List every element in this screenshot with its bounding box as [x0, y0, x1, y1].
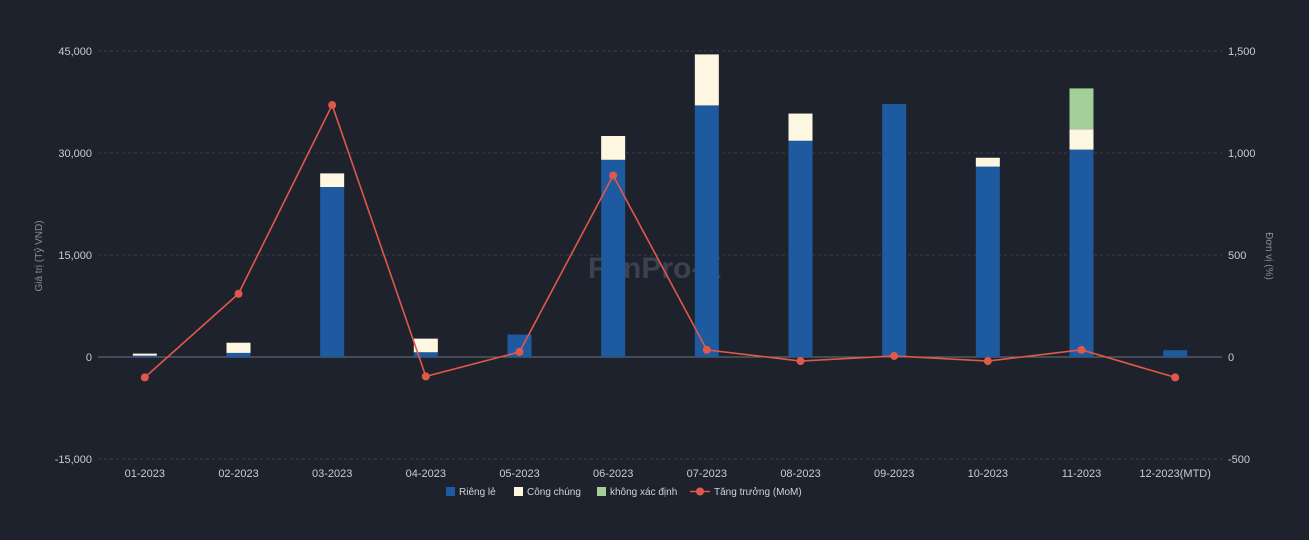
growth-point[interactable] [234, 289, 243, 298]
legend-label: Tăng trưởng (MoM) [714, 486, 802, 498]
bar-segment[interactable] [694, 54, 719, 106]
growth-line [140, 101, 1180, 382]
x-tick-label: 10-2023 [968, 468, 1008, 480]
legend-label: Công chúng [527, 487, 581, 498]
growth-point[interactable] [609, 171, 618, 180]
bar-segment[interactable] [1069, 88, 1094, 130]
bar-segment[interactable] [132, 355, 157, 357]
axes: -15,000 0 15,000 30,000 45,000 -500 0 500 1,000 1… [55, 46, 1256, 480]
growth-point[interactable] [890, 351, 899, 360]
x-tick-label: 01-2023 [125, 468, 165, 480]
bar-segment[interactable] [788, 113, 813, 141]
bar-segment[interactable] [320, 173, 345, 187]
y2-tick-label: 1,000 [1228, 148, 1256, 160]
y-tick-label: 45,000 [58, 46, 92, 58]
bar-segment[interactable] [975, 166, 1000, 357]
growth-point[interactable] [328, 101, 337, 110]
y-tick-label: 15,000 [58, 250, 92, 262]
bar-segment[interactable] [1069, 149, 1094, 357]
legend-marker [696, 487, 704, 496]
y-tick-label: -15,000 [55, 454, 92, 466]
bar-segment[interactable] [601, 136, 626, 160]
x-tick-label: 07-2023 [687, 468, 727, 480]
x-tick-label: 03-2023 [312, 468, 352, 480]
x-tick-label: 12-2023(MTD) [1139, 468, 1211, 480]
growth-point[interactable] [983, 357, 992, 366]
growth-point[interactable] [421, 372, 430, 381]
growth-point[interactable] [140, 373, 149, 382]
y2-axis-title: Đơn vị (%) [1263, 232, 1274, 280]
bar-segment[interactable] [882, 104, 907, 357]
x-tick-label: 06-2023 [593, 468, 633, 480]
x-tick-label: 08-2023 [780, 468, 820, 480]
bar-segment[interactable] [320, 187, 345, 357]
y-tick-label: 0 [86, 352, 92, 364]
bar-segment[interactable] [413, 352, 438, 357]
growth-point[interactable] [515, 347, 524, 356]
y2-tick-label: 1,500 [1228, 46, 1256, 58]
growth-point[interactable] [1171, 373, 1180, 382]
bar-segment[interactable] [694, 105, 719, 358]
y-axis-title: Giá trị (Tỷ VND) [33, 220, 45, 291]
legend-swatch [446, 487, 455, 496]
bar-segment[interactable] [975, 157, 1000, 167]
legend: Riêng lẻ Công chúng không xác định Tăng trư… [446, 486, 802, 498]
x-tick-label: 04-2023 [406, 468, 446, 480]
x-tick-label: 05-2023 [499, 468, 539, 480]
legend-label: Riêng lẻ [459, 487, 496, 498]
x-tick-label: 09-2023 [874, 468, 914, 480]
x-tick-label: 02-2023 [218, 468, 258, 480]
bar-segment[interactable] [601, 159, 626, 357]
y2-tick-label: 0 [1228, 352, 1234, 364]
bar-segment[interactable] [413, 338, 438, 353]
growth-point[interactable] [796, 357, 805, 366]
bar-segment[interactable] [1163, 350, 1188, 357]
legend-label: không xác định [610, 487, 677, 498]
bar-segment[interactable] [1069, 129, 1094, 150]
y-tick-label: 30,000 [58, 148, 92, 160]
growth-point[interactable] [702, 345, 711, 354]
bars [132, 54, 1188, 358]
legend-swatch [597, 487, 606, 496]
y2-tick-label: 500 [1228, 250, 1246, 262]
growth-line-path [144, 102, 1176, 379]
y2-tick-label: -500 [1228, 454, 1250, 466]
legend-swatch [514, 487, 523, 496]
bar-segment[interactable] [226, 342, 251, 353]
bar-segment[interactable] [788, 140, 813, 357]
grid-lines [98, 50, 1222, 460]
x-tick-label: 11-2023 [1062, 468, 1102, 480]
bar-segment[interactable] [132, 353, 157, 356]
bar-segment[interactable] [226, 352, 251, 357]
growth-point[interactable] [1077, 345, 1086, 354]
